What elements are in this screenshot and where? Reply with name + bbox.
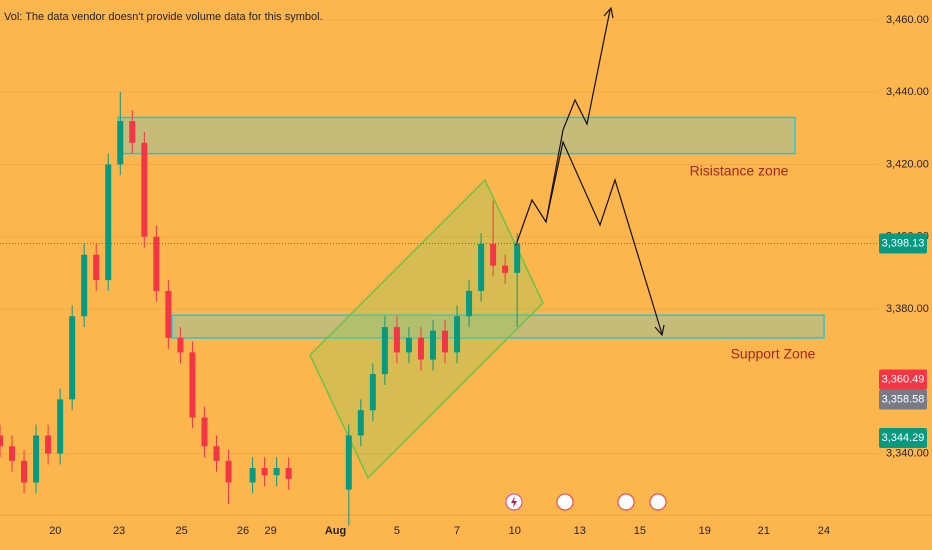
x-tick-label: Aug [325,525,346,537]
price-label: 3,360.49 [882,373,925,385]
candle-body [273,468,280,476]
candle-body [189,352,196,418]
candle-body [357,410,364,436]
axes: 3,340.003,380.003,400.003,420.003,440.00… [0,14,929,537]
zone [117,116,796,155]
arrow-up [515,9,611,246]
event-icons [505,493,667,511]
subtitle: Vol: The data vendor doesn't provide vol… [4,11,323,23]
arrow-down [545,140,663,335]
y-tick-label: 3,440.00 [886,86,929,98]
x-tick-label: 25 [175,525,187,537]
candle-body [141,142,148,237]
candle-body [261,468,268,476]
candle-body [417,337,424,360]
y-tick-label: 3,460.00 [886,14,929,26]
candle-body [21,460,28,483]
event-icon [556,493,574,511]
zone-label: Risistance zone [690,163,789,179]
candle-body [165,290,172,338]
x-tick-label: 5 [394,525,400,537]
event-icon [649,493,667,511]
candle-body [9,446,16,461]
candle-body [405,337,412,353]
price-label-box [879,233,927,254]
projection-arrows [515,6,665,337]
candle-body [502,265,509,273]
candle-body [454,316,461,353]
arrow-head [603,6,614,19]
price-label-box [879,369,927,390]
candle-body [478,243,485,291]
y-tick-label: 3,340.00 [886,447,929,459]
candle-body [177,337,184,353]
candle-body [57,399,64,454]
x-tick-label: 26 [237,525,249,537]
x-tick-label: 10 [509,525,521,537]
candle-body [490,243,497,266]
candle-body [249,468,256,483]
candle-body [69,316,76,400]
candles [0,92,521,526]
event-icon [617,493,635,511]
x-tick-label: 24 [818,525,830,537]
candle-body [393,327,400,353]
price-label-box [879,389,927,410]
candle-body [381,327,388,375]
candle-body [466,290,473,317]
y-tick-label: 3,380.00 [886,303,929,315]
x-tick-label: 23 [113,525,125,537]
candle-body [442,330,449,353]
event-icon [511,496,517,508]
candle-body [33,435,40,483]
candle-body [129,121,136,143]
candle-body [285,468,292,479]
x-tick-label: 13 [574,525,586,537]
x-tick-label: 7 [454,525,460,537]
x-tick-label: 21 [758,525,770,537]
y-tick-label: 3,420.00 [886,158,929,170]
candle-body [105,164,112,281]
x-tick-label: 19 [699,525,711,537]
candle-body [0,435,3,447]
x-tick-label: 15 [634,525,646,537]
zone-label: Support Zone [731,346,816,362]
x-tick-label: 29 [264,525,276,537]
candle-body [369,374,376,411]
price-label-box [879,428,927,449]
candle-body [81,254,88,317]
price-label: 3,398.13 [882,237,925,249]
candle-body [93,254,100,281]
x-tick-label: 20 [49,525,61,537]
candle-body [213,446,220,461]
candle-body [117,121,124,165]
candle-body [201,417,208,447]
candle-body [225,460,232,483]
price-label: 3,358.58 [882,393,925,405]
candle-body [345,435,352,490]
candle-body [514,243,521,273]
candle-body [429,330,436,360]
price-label: 3,344.29 [882,432,925,444]
arrow-head [654,324,665,337]
candle-body [153,236,160,291]
candle-body [45,435,52,454]
